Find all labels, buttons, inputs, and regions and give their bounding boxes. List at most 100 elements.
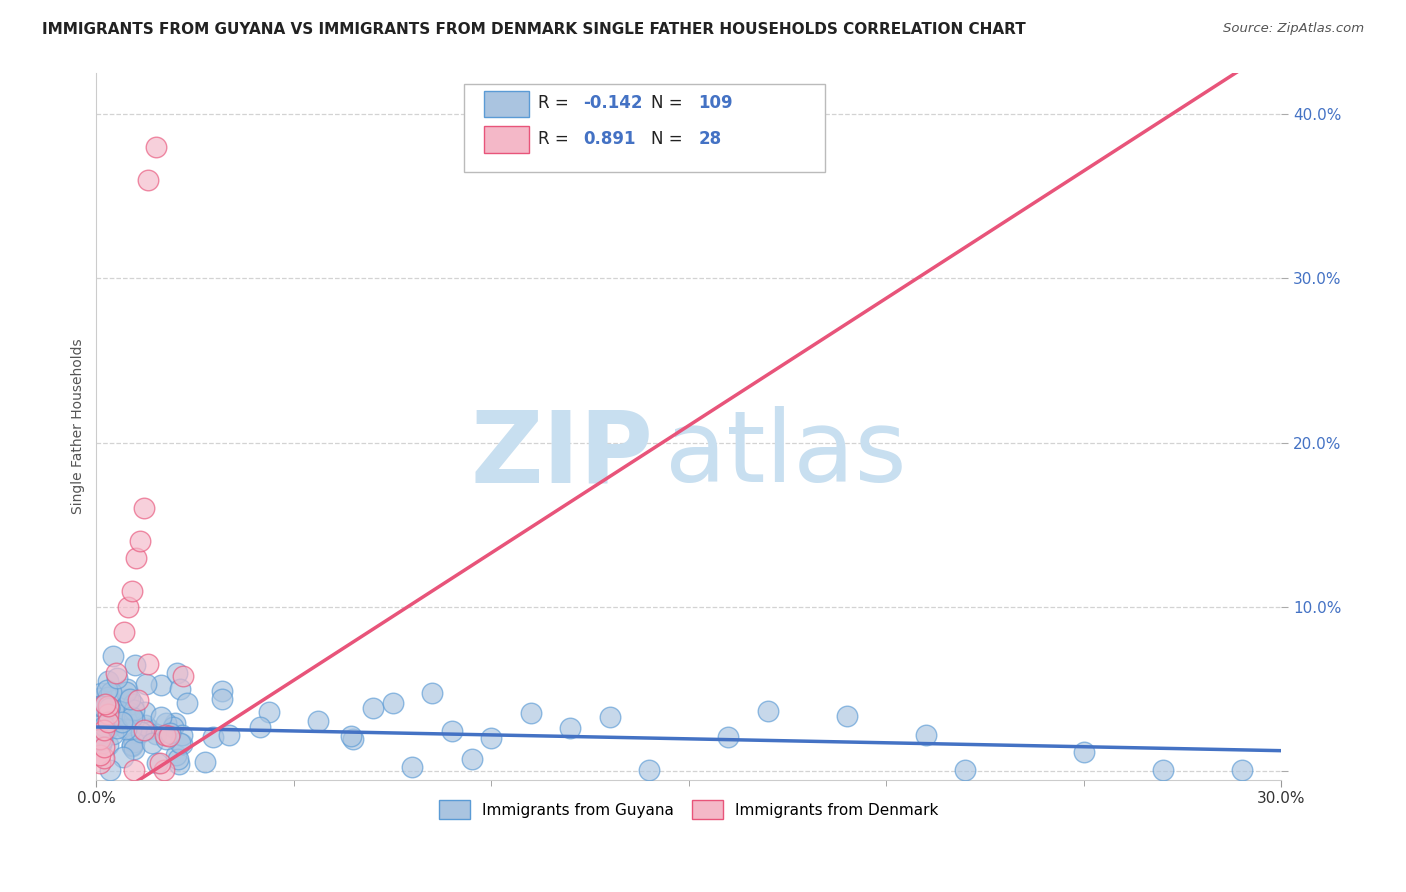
Point <box>169 682 191 697</box>
Point <box>194 755 217 769</box>
Point <box>98 720 121 734</box>
Point <box>108 704 131 718</box>
Point <box>259 706 281 720</box>
Point <box>93 698 115 713</box>
Point <box>124 735 146 749</box>
Point <box>89 747 111 762</box>
Point <box>121 739 143 754</box>
Point <box>167 757 190 772</box>
Point <box>211 684 233 698</box>
Point <box>100 763 122 777</box>
Point <box>105 665 128 680</box>
Text: R =: R = <box>538 129 579 148</box>
Point <box>479 731 502 746</box>
Text: R =: R = <box>538 95 575 112</box>
Point <box>135 677 157 691</box>
Point <box>94 719 117 733</box>
Point <box>97 698 120 713</box>
Point <box>122 703 145 717</box>
Point <box>169 736 191 750</box>
Point <box>134 705 156 719</box>
Point <box>98 706 121 721</box>
Point <box>101 706 124 720</box>
Point <box>110 708 132 723</box>
Point <box>93 719 115 733</box>
Point <box>638 763 661 777</box>
Point <box>101 649 124 664</box>
Point <box>105 721 128 735</box>
Point <box>97 706 120 721</box>
Point <box>90 699 112 714</box>
Point <box>307 714 329 728</box>
Point <box>176 696 198 710</box>
Point <box>97 690 120 705</box>
Point <box>124 763 146 777</box>
Point <box>1230 763 1253 777</box>
Point <box>117 600 139 615</box>
Text: 28: 28 <box>699 129 721 148</box>
Point <box>115 682 138 697</box>
Point <box>89 712 111 726</box>
Point <box>125 726 148 740</box>
Point <box>112 624 135 639</box>
Point <box>89 756 111 771</box>
Point <box>340 730 363 744</box>
Point <box>145 756 167 770</box>
Legend: Immigrants from Guyana, Immigrants from Denmark: Immigrants from Guyana, Immigrants from … <box>433 794 945 825</box>
Point <box>93 739 115 754</box>
Point <box>120 722 142 736</box>
Point <box>90 737 112 751</box>
Point <box>127 693 149 707</box>
Point <box>122 741 145 756</box>
Point <box>955 763 977 777</box>
Point <box>167 752 190 766</box>
Point <box>420 686 443 700</box>
Point <box>94 697 117 711</box>
Point <box>361 701 384 715</box>
Point <box>342 731 364 746</box>
Point <box>717 731 740 745</box>
Text: 109: 109 <box>699 95 733 112</box>
Point <box>89 726 111 740</box>
Point <box>94 701 117 715</box>
Point <box>599 710 621 724</box>
Point <box>381 697 404 711</box>
Point <box>93 751 115 765</box>
Point <box>152 763 174 777</box>
Point <box>145 727 167 741</box>
Point <box>117 691 139 706</box>
Point <box>89 698 111 713</box>
Point <box>560 721 582 735</box>
Point <box>115 685 138 699</box>
Point <box>138 722 160 736</box>
Point <box>202 730 225 744</box>
Point <box>90 686 112 700</box>
Point <box>103 726 125 740</box>
Point <box>97 701 120 715</box>
Point <box>89 698 111 713</box>
Point <box>122 697 145 711</box>
Point <box>105 671 128 685</box>
Point <box>121 738 143 752</box>
Point <box>112 750 135 764</box>
Point <box>149 756 172 771</box>
Text: ZIP: ZIP <box>471 406 654 503</box>
Point <box>108 705 131 719</box>
Point <box>90 723 112 737</box>
Point <box>115 722 138 736</box>
Point <box>520 706 543 720</box>
Text: atlas: atlas <box>665 406 907 503</box>
Point <box>118 692 141 706</box>
Point <box>97 738 120 752</box>
FancyBboxPatch shape <box>484 91 529 118</box>
FancyBboxPatch shape <box>464 84 825 172</box>
Point <box>97 673 120 688</box>
Point <box>134 718 156 732</box>
Point <box>157 730 180 744</box>
Point <box>145 140 167 154</box>
Point <box>172 669 194 683</box>
Point <box>121 709 143 723</box>
Point <box>122 712 145 726</box>
Point <box>125 550 148 565</box>
Text: N =: N = <box>651 129 688 148</box>
